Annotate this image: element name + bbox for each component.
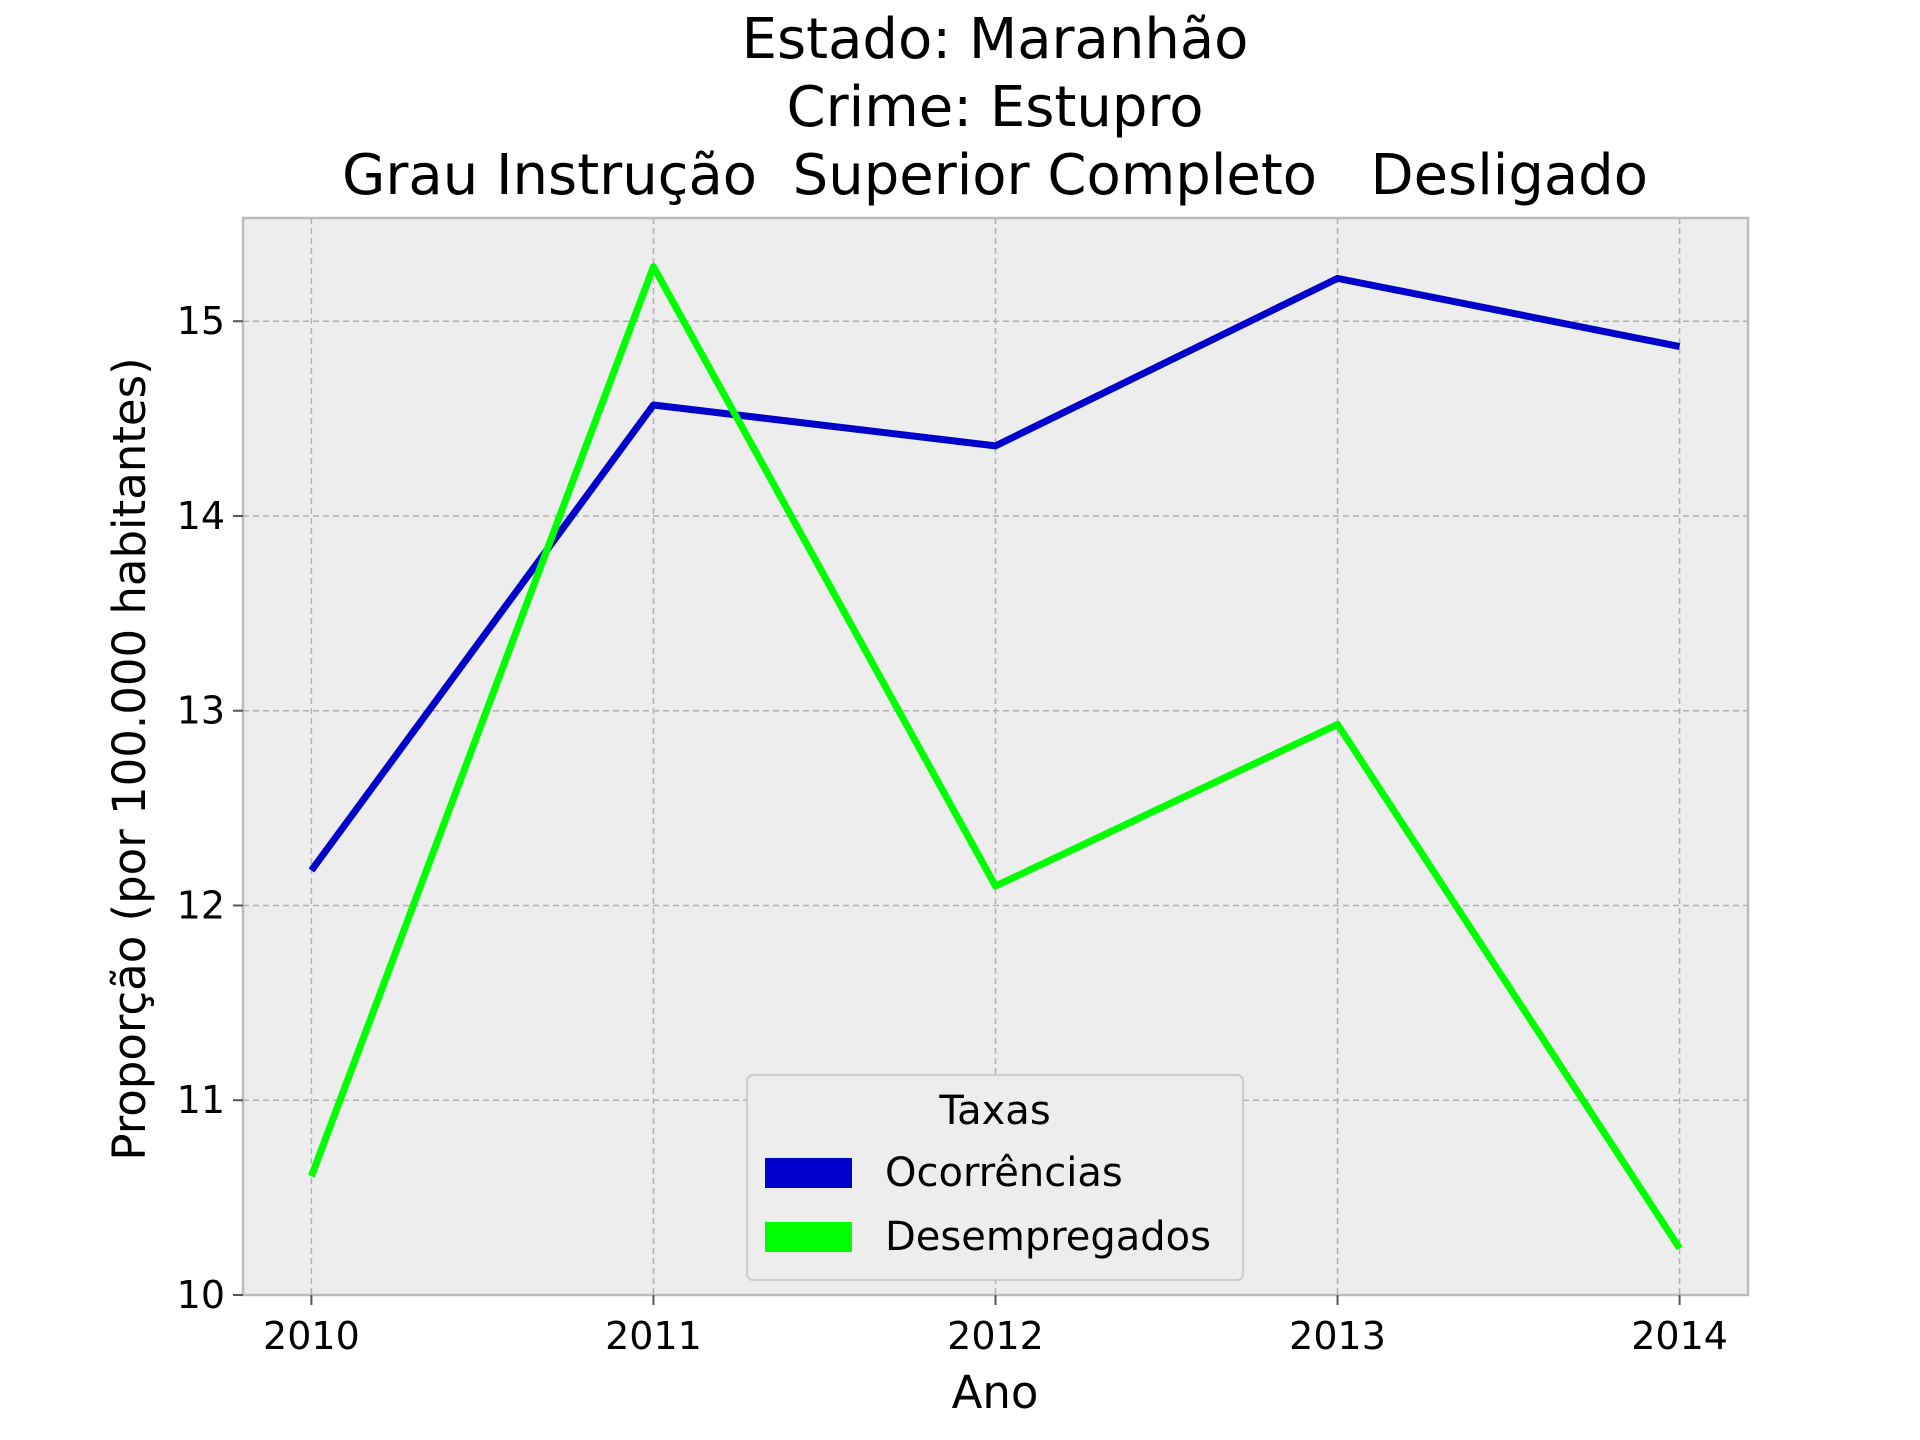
y-axis-label: Proporção (por 100.000 habitantes) <box>103 357 156 1160</box>
x-tick-label: 2010 <box>263 1314 360 1358</box>
y-tick-label: 11 <box>177 1078 225 1122</box>
y-tick-label: 12 <box>177 883 225 927</box>
legend-box <box>746 1074 1244 1281</box>
series-layer <box>308 263 1683 1251</box>
y-axis-ticks: 10 11 12 13 14 15 <box>177 299 243 1317</box>
x-axis-label: Ano <box>952 1366 1039 1419</box>
legend: Taxas Ocorrências Desempregados <box>746 1074 1244 1281</box>
chart-title-line-2: Crime: Estupro <box>787 75 1204 140</box>
y-tick-label: 13 <box>177 689 225 733</box>
y-tick-label: 10 <box>177 1273 225 1317</box>
chart-title-group: Estado: Maranhão Crime: Estupro Grau Ins… <box>342 7 1648 208</box>
x-tick-label: 2013 <box>1289 1314 1386 1358</box>
legend-swatch-desempregados <box>765 1222 852 1252</box>
x-tick-label: 2014 <box>1631 1314 1728 1358</box>
legend-label-ocorrencias: Ocorrências <box>885 1150 1123 1196</box>
legend-title: Taxas <box>938 1088 1050 1134</box>
chart-title-line-1: Estado: Maranhão <box>742 7 1249 72</box>
y-tick-label: 14 <box>177 494 225 538</box>
x-tick-label: 2012 <box>947 1314 1044 1358</box>
chart-title-line-3: Grau Instrução Superior Completo Desliga… <box>342 143 1648 208</box>
legend-swatch-ocorrencias <box>765 1158 852 1188</box>
series-line-desempregados <box>308 263 1683 1251</box>
x-tick-label: 2011 <box>605 1314 702 1358</box>
y-tick-label: 15 <box>177 299 225 343</box>
legend-label-desempregados: Desempregados <box>885 1214 1211 1260</box>
x-axis-ticks: 2010 2011 2012 2013 2014 <box>263 1295 1728 1358</box>
